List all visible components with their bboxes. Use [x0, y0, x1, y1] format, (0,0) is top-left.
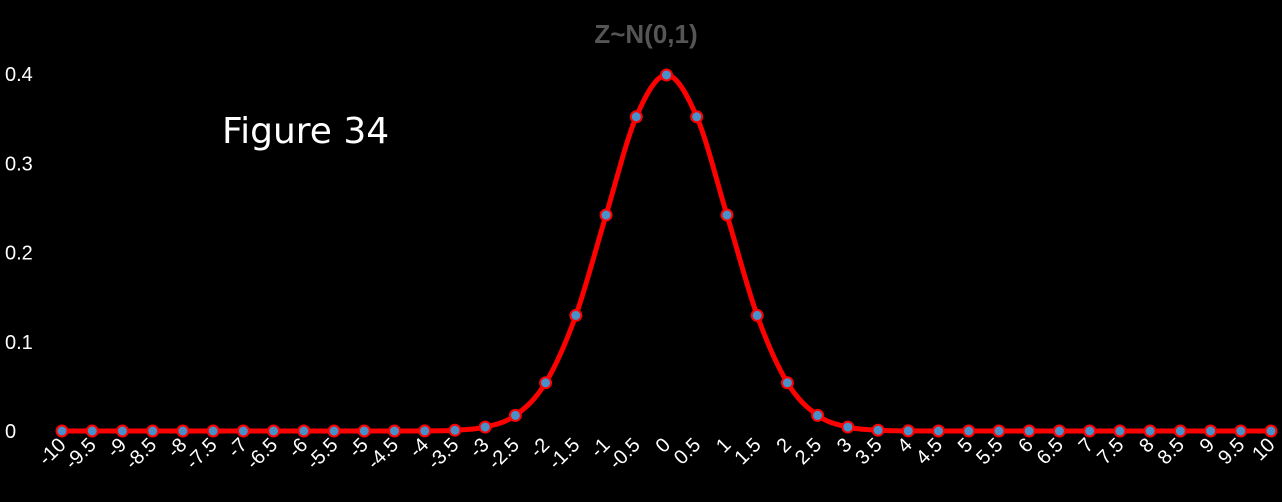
- data-point: [267, 424, 281, 438]
- x-tick-label: -6.5: [242, 434, 282, 474]
- data-point: [1204, 424, 1218, 438]
- data-point: [932, 424, 946, 438]
- data-point: [448, 423, 462, 437]
- x-tick-label: 10: [1248, 434, 1279, 465]
- series-group: [55, 68, 1278, 438]
- data-point: [146, 424, 160, 438]
- data-point: [901, 424, 915, 438]
- x-tick-label: 0.5: [670, 434, 705, 469]
- x-tick-label: -0.5: [605, 434, 645, 474]
- data-point: [297, 424, 311, 438]
- data-point: [750, 308, 764, 322]
- data-point: [841, 420, 855, 434]
- data-point: [1143, 424, 1157, 438]
- x-tick-label: -3.5: [424, 434, 464, 474]
- x-tick-label: -10: [35, 434, 71, 470]
- y-tick-label: 0.2: [5, 243, 33, 265]
- x-tick-label: -4.5: [363, 434, 403, 474]
- data-point: [569, 308, 583, 322]
- x-tick-label: 8.5: [1154, 434, 1189, 469]
- data-point: [720, 208, 734, 222]
- x-tick-label: 1.5: [730, 434, 765, 469]
- y-tick-label: 0.1: [5, 332, 33, 354]
- x-tick-label: 5.5: [972, 434, 1007, 469]
- data-point: [599, 208, 613, 222]
- data-point: [236, 424, 250, 438]
- x-tick-label: 9.5: [1214, 434, 1249, 469]
- data-point: [115, 424, 129, 438]
- data-point: [387, 424, 401, 438]
- x-tick-label: 7.5: [1093, 434, 1128, 469]
- x-tick-label: -9.5: [61, 434, 101, 474]
- x-tick-label: 4.5: [912, 434, 947, 469]
- x-tick-label: -7.5: [182, 434, 222, 474]
- x-tick-label: -2.5: [484, 434, 524, 474]
- data-point: [690, 110, 704, 124]
- x-tick-label: -5.5: [303, 434, 343, 474]
- data-point: [176, 424, 190, 438]
- data-point: [1264, 424, 1278, 438]
- data-point: [418, 424, 432, 438]
- data-point: [206, 424, 220, 438]
- data-point: [660, 68, 673, 82]
- data-point: [85, 424, 99, 438]
- data-point: [629, 110, 643, 124]
- x-tick-label: 6.5: [1033, 434, 1068, 469]
- y-axis: 0 0.1 0.2 0.3 0.4: [5, 64, 33, 443]
- data-point: [357, 424, 371, 438]
- figure-annotation: Figure 34: [222, 111, 389, 152]
- data-point: [55, 424, 69, 438]
- y-tick-label: 0.3: [5, 153, 33, 175]
- y-tick-label: 0: [5, 421, 16, 443]
- x-axis: -10-9.5 -9-8.5 -8-7.5 -7-6.5 -6-5.5 -5-4.5 -4-…: [35, 434, 1280, 474]
- data-point: [811, 408, 825, 422]
- data-point: [1234, 424, 1248, 438]
- data-point: [1052, 424, 1066, 438]
- x-tick-label: 3.5: [851, 434, 886, 469]
- data-point: [962, 424, 976, 438]
- y-tick-label: 0.4: [5, 64, 33, 86]
- x-tick-label: -8.5: [121, 434, 161, 474]
- data-point: [992, 424, 1006, 438]
- data-point: [478, 420, 492, 434]
- data-point: [539, 376, 553, 390]
- chart-title: Z~N(0,1): [594, 19, 697, 49]
- x-tick-label: -1.5: [544, 434, 584, 474]
- data-point: [780, 376, 794, 390]
- data-point: [1083, 424, 1097, 438]
- data-point: [508, 408, 522, 422]
- data-point: [327, 424, 341, 438]
- data-point: [1113, 424, 1127, 438]
- data-point: [1173, 424, 1187, 438]
- data-point: [1022, 424, 1036, 438]
- x-tick-label: 2.5: [791, 434, 826, 469]
- data-point: [871, 423, 885, 437]
